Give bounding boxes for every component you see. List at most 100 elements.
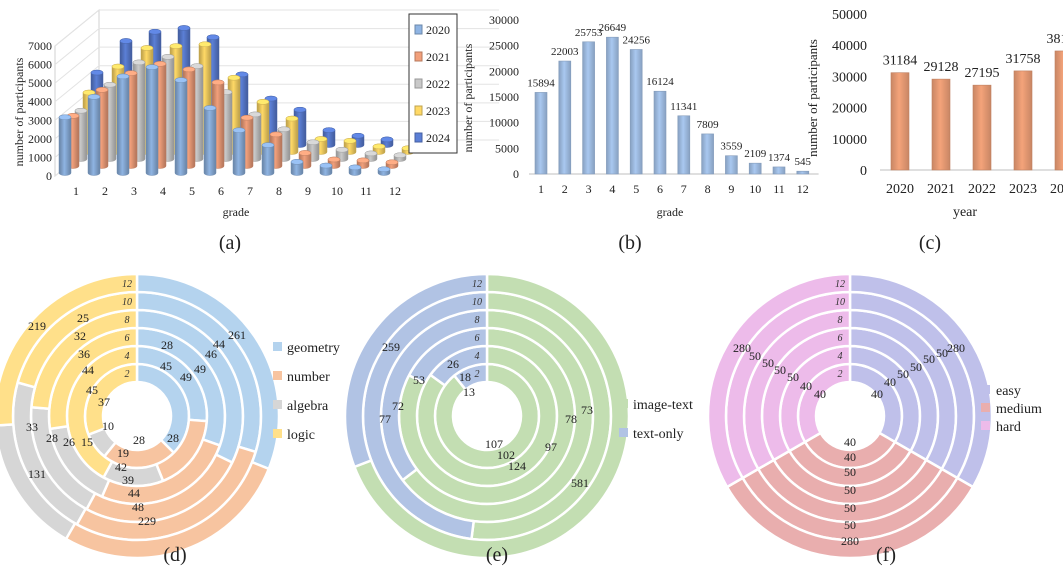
legend-swatch-2024 [414,132,423,143]
x-tick-label: 2023 [1009,182,1037,197]
bar-top [95,87,109,93]
ring-label-4: 4 [125,351,130,362]
bar-grade-12 [796,170,810,175]
slice-value-label: 40 [844,450,856,464]
caption-e: (e) [486,544,508,566]
slice-value-label: 26 [63,435,75,449]
caption-b: (b) [618,232,641,254]
bar-grade-2 [558,60,572,175]
gridline [54,65,499,103]
x-tick-label: 12 [389,184,401,198]
y-axis-title: number of participants [461,43,475,152]
legend-label-medium: medium [996,402,1042,417]
slice-value-label: 280 [947,341,965,355]
slice-value-label: 72 [392,399,404,413]
y-tick-label: 30000 [832,70,867,85]
bar-top [132,59,146,66]
bar-top [90,69,104,76]
bar-top [319,162,333,169]
bar-year-2023 [1013,70,1033,171]
bar-2020-grade-6 [203,105,217,176]
slice-value-label: 39 [122,473,134,487]
slice-value-label: 97 [545,440,557,454]
data-label-grade-5: 24256 [622,34,650,46]
ring-label-2: 2 [125,369,130,380]
bar-2020-grade-4 [145,64,159,176]
bar-2020-grade-5 [174,77,188,176]
slice-value-label: 33 [26,420,38,434]
bar-grade-1 [534,92,548,175]
bar-2020-grade-3 [116,73,130,176]
x-tick-label: 2 [102,184,108,198]
bar-grade-9 [725,155,738,175]
x-tick-label: 11 [773,182,785,196]
slice-value-label: 19 [117,446,129,460]
slice-value-label: 36 [78,347,90,361]
y-tick-label: 6000 [28,58,52,72]
x-tick-label: 8 [276,184,282,198]
data-label-year-2023: 31758 [1006,52,1041,67]
ring-label-10: 10 [835,297,845,308]
y-tick-label: 25000 [489,39,519,53]
slice-value-label: 18 [459,370,471,384]
ring-label-2: 2 [475,369,480,380]
caption-a: (a) [219,232,241,254]
data-label-grade-10: 2109 [744,148,767,160]
slice-value-label: 50 [897,367,909,381]
bar-top [161,54,175,60]
x-tick-label: 2024 [1050,182,1063,197]
slice-value-label: 124 [508,459,526,473]
bar-top [74,107,88,114]
ring-label-4: 4 [838,351,843,362]
x-axis-title: grade [223,205,250,219]
slice-value-label: 13 [463,385,475,399]
y-tick-label: 2000 [28,132,52,146]
bar-top [393,152,407,159]
slice-value-label: 25 [77,311,89,325]
slice-value-label: 15 [81,435,93,449]
slice-value-label: 73 [581,403,593,417]
bar-top [377,166,391,173]
x-tick-label: 2022 [968,182,996,197]
caption-c: (c) [919,232,941,254]
y-tick-label: 20000 [832,102,867,117]
slice-value-label: 26 [447,357,459,371]
data-label-grade-11: 1374 [768,152,791,164]
data-label-year-2022: 27195 [965,66,1000,81]
bar-top [177,25,191,31]
bar-top [145,64,159,70]
slice-value-label: 50 [844,518,856,532]
y-tick-label: 1000 [28,150,52,164]
legend-swatch-2021 [414,51,423,62]
slice-value-label: 42 [115,460,127,474]
slice-value-label: 50 [844,501,856,515]
slice-value-label: 77 [379,412,391,426]
bar-top [87,94,101,100]
slice-value-label: 78 [565,412,577,426]
bar-year-2020 [890,72,910,171]
legend-label-easy: easy [996,384,1021,399]
x-tick-label: 2 [562,182,568,196]
slice-value-label: 50 [844,483,856,497]
x-tick-label: 4 [160,184,166,198]
slice-value-label: 219 [28,319,46,333]
y-tick-label: 3000 [28,113,52,127]
bar-top [351,132,365,139]
bar-top [190,63,204,69]
ring-label-4: 4 [475,351,480,362]
bar-grade-11 [772,166,786,175]
y-axis-title: number of participants [805,39,820,157]
slice-value-label: 280 [733,341,751,355]
bar-top [111,63,125,70]
slice-value-label: 44 [82,363,94,377]
x-tick-label: 9 [305,184,311,198]
x-tick-label: 6 [218,184,224,198]
legend-label-geometry: geometry [287,341,340,356]
slice-value-label: 28 [161,338,173,352]
legend-label-2022: 2022 [426,77,450,91]
slice-value-label: 46 [205,347,217,361]
slice-value-label: 49 [180,370,192,384]
slice-value-label: 44 [213,337,225,351]
ring-label-12: 12 [122,279,132,290]
